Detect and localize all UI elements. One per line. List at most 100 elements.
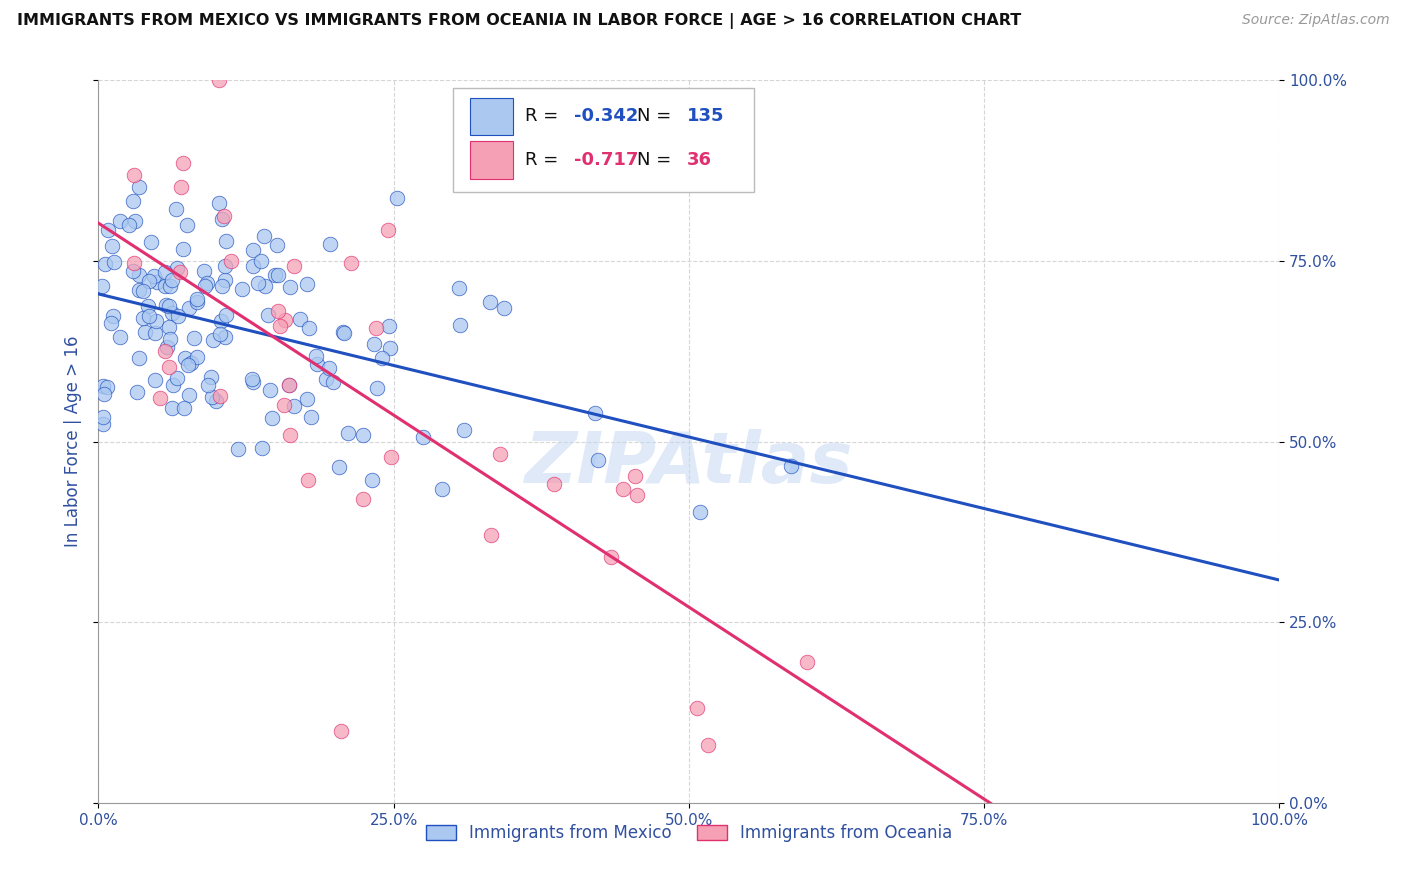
Point [103, 309, 125, 323]
Text: 135: 135 [686, 107, 724, 126]
Point [128, 268, 150, 283]
Point [214, 259, 236, 273]
Point [543, 477, 565, 491]
Y-axis label: In Labor Force | Age > 16: In Labor Force | Age > 16 [65, 335, 83, 548]
Text: ZIPAtlas: ZIPAtlas [524, 429, 853, 498]
Point [157, 359, 180, 374]
Point [366, 381, 388, 395]
Point [696, 738, 718, 752]
Point [479, 528, 502, 542]
Point [128, 179, 150, 194]
Point [122, 264, 145, 278]
Point [328, 460, 350, 475]
Point [478, 295, 501, 310]
Point [583, 406, 606, 420]
Point [159, 278, 181, 293]
Point [118, 218, 141, 232]
Point [159, 299, 181, 313]
Point [186, 295, 208, 310]
Point [194, 279, 217, 293]
Point [143, 326, 166, 341]
Text: N =: N = [637, 151, 676, 169]
Point [91, 379, 114, 393]
Text: -0.717: -0.717 [575, 151, 638, 169]
Point [231, 282, 253, 296]
Point [91, 417, 114, 431]
Point [170, 180, 193, 194]
Point [254, 279, 277, 293]
Point [586, 452, 609, 467]
Point [172, 242, 194, 256]
Point [385, 191, 408, 205]
Point [165, 202, 187, 216]
Point [412, 430, 434, 444]
Point [139, 235, 162, 249]
Point [197, 378, 219, 392]
Point [297, 392, 319, 406]
Point [155, 298, 177, 312]
Point [319, 236, 342, 251]
Point [250, 442, 273, 456]
Point [215, 309, 238, 323]
Text: N =: N = [637, 107, 676, 126]
Point [128, 284, 150, 298]
Point [689, 505, 711, 519]
Point [138, 274, 160, 288]
Point [352, 427, 374, 442]
Point [180, 356, 202, 370]
Point [246, 277, 269, 291]
Point [162, 401, 184, 416]
Point [128, 351, 150, 365]
Text: Source: ZipAtlas.com: Source: ZipAtlas.com [1241, 13, 1389, 28]
Point [295, 277, 318, 292]
Point [277, 377, 299, 392]
Point [97, 223, 120, 237]
Point [162, 378, 184, 392]
Point [142, 268, 165, 283]
Point [146, 275, 169, 289]
Point [336, 426, 359, 441]
Point [274, 313, 297, 327]
Point [626, 488, 648, 502]
Point [110, 330, 132, 344]
Point [186, 292, 208, 306]
Point [492, 301, 515, 315]
Point [132, 311, 155, 326]
Point [283, 259, 305, 273]
Point [122, 168, 145, 182]
Point [449, 318, 471, 333]
Point [278, 378, 301, 392]
Point [259, 383, 281, 397]
Point [273, 398, 295, 412]
Point [159, 333, 181, 347]
Point [169, 265, 191, 279]
Point [127, 384, 149, 399]
Point [278, 280, 301, 294]
Point [136, 299, 159, 313]
Point [380, 450, 402, 465]
Point [201, 390, 224, 404]
Point [215, 234, 238, 248]
Point [211, 278, 233, 293]
Point [134, 326, 156, 340]
Text: R =: R = [524, 151, 564, 169]
Point [266, 237, 288, 252]
Point [208, 388, 231, 402]
Point [173, 351, 195, 365]
Text: -0.342: -0.342 [575, 107, 638, 126]
Text: IMMIGRANTS FROM MEXICO VS IMMIGRANTS FROM OCEANIA IN LABOR FORCE | AGE > 16 CORR: IMMIGRANTS FROM MEXICO VS IMMIGRANTS FRO… [17, 13, 1021, 29]
Point [453, 424, 475, 438]
Text: 36: 36 [686, 151, 711, 169]
Point [340, 256, 363, 270]
Point [122, 194, 145, 209]
Point [93, 386, 115, 401]
Point [101, 239, 124, 253]
Point [283, 399, 305, 413]
Point [260, 411, 283, 425]
Point [352, 492, 374, 507]
Point [242, 376, 264, 390]
Point [103, 255, 125, 269]
Point [208, 326, 231, 341]
Point [153, 344, 176, 359]
Point [145, 314, 167, 328]
